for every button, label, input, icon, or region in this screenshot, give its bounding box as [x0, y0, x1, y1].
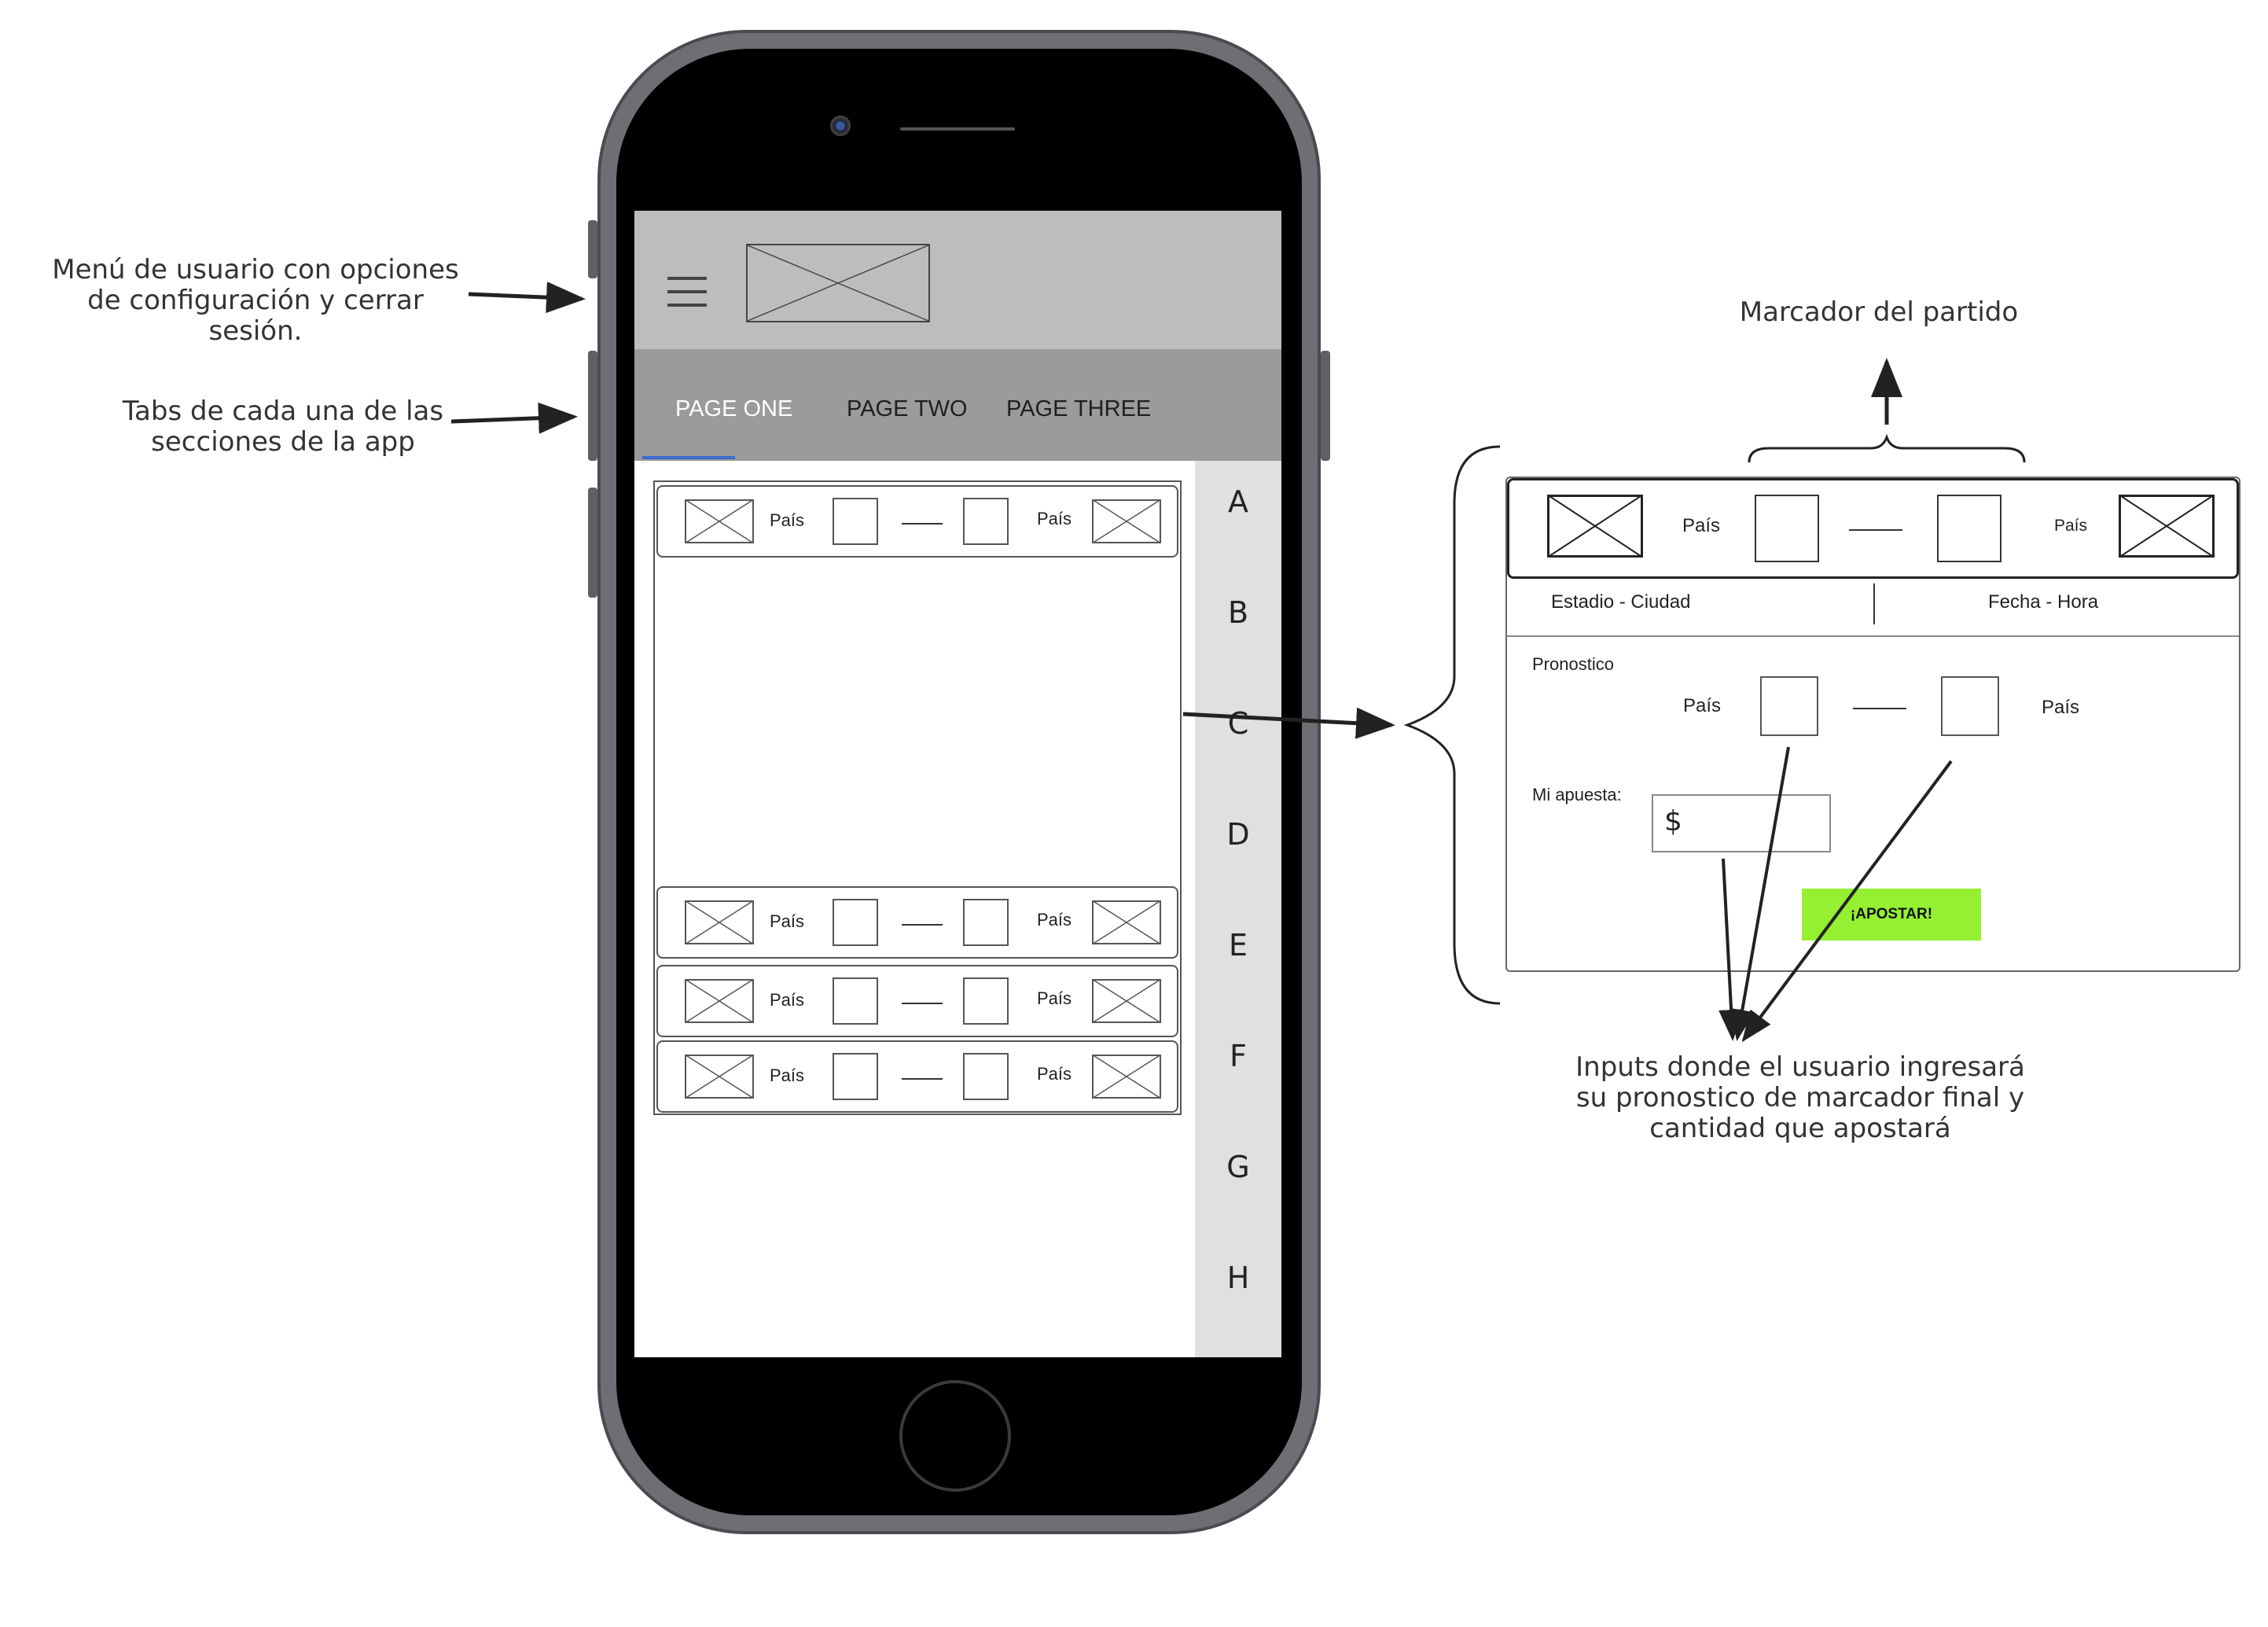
flag-placeholder-image	[685, 1055, 754, 1099]
flag-placeholder-image	[2119, 495, 2215, 558]
group-index-d[interactable]: D	[1226, 817, 1250, 852]
home-country-label: País	[770, 990, 805, 1010]
away-country-label: País	[1037, 1064, 1072, 1084]
away-country-label: País	[1037, 988, 1072, 1008]
match-detail-card: País País Estadio - Ciudad Fecha - Hora …	[1505, 477, 2240, 972]
home-country-label: País	[770, 911, 805, 931]
home-score-box[interactable]	[833, 498, 878, 545]
home-button[interactable]	[899, 1380, 1011, 1492]
detail-brace	[1403, 445, 1501, 1005]
flag-placeholder-image	[1092, 499, 1161, 543]
forecast-home-country: País	[1683, 695, 1722, 716]
group-index-c[interactable]: C	[1227, 706, 1249, 741]
forecast-home-score-input[interactable]	[1760, 676, 1818, 736]
match-row[interactable]: País País	[656, 1040, 1178, 1113]
camera-icon	[830, 116, 851, 136]
away-score-box[interactable]	[963, 1053, 1009, 1100]
match-row[interactable]: País País	[656, 886, 1178, 959]
hamburger-menu-icon[interactable]	[667, 277, 707, 307]
group-index-e[interactable]: E	[1228, 928, 1248, 963]
away-country-label: País	[1037, 509, 1072, 528]
phone-screen: PAGE ONE PAGE TWO PAGE THREE A B C D E F…	[634, 211, 1281, 1357]
home-score-box[interactable]	[833, 977, 878, 1025]
away-score-box[interactable]	[963, 899, 1009, 946]
flag-placeholder-image	[1547, 495, 1643, 558]
score-separator	[902, 1078, 943, 1080]
home-country-label: País	[1682, 515, 1721, 536]
flag-placeholder-image	[1092, 1055, 1161, 1099]
score-separator	[1853, 708, 1906, 709]
group-index-f[interactable]: F	[1230, 1039, 1247, 1073]
match-list: País País País País	[653, 480, 1182, 1115]
bet-amount-input[interactable]: $	[1652, 794, 1831, 852]
annotation-tabs: Tabs de cada una de las secciones de la …	[122, 396, 444, 458]
group-index-sidebar: A B C D E F G H	[1195, 461, 1281, 1357]
datetime-label: Fecha - Hora	[1988, 591, 2099, 613]
power-button	[1321, 351, 1330, 461]
annotation-user-menu: Menú de usuario con opciones de configur…	[52, 254, 459, 347]
home-score-box	[1755, 495, 1819, 562]
away-country-label: País	[2054, 517, 2088, 535]
speaker-grille	[900, 127, 1015, 131]
group-index-b[interactable]: B	[1227, 595, 1249, 630]
match-row[interactable]: País País	[656, 965, 1178, 1037]
away-score-box	[1937, 495, 2002, 562]
bet-label: Mi apuesta:	[1532, 785, 1622, 804]
forecast-away-score-input[interactable]	[1941, 676, 1999, 736]
score-separator	[902, 924, 943, 926]
info-divider	[1873, 583, 1875, 624]
home-country-label: País	[770, 1066, 805, 1085]
away-score-box[interactable]	[963, 977, 1009, 1025]
score-separator	[902, 523, 943, 525]
scoreboard-header: País País	[1507, 478, 2239, 579]
flag-placeholder-image	[1092, 900, 1161, 944]
home-score-box[interactable]	[833, 1053, 878, 1100]
tab-page-three[interactable]: PAGE THREE	[1006, 396, 1152, 421]
volume-button	[588, 351, 597, 461]
home-score-box[interactable]	[833, 899, 878, 946]
group-index-a[interactable]: A	[1228, 484, 1248, 519]
score-separator	[1849, 529, 1902, 531]
match-row[interactable]: País País	[656, 485, 1178, 558]
scoreboard-brace	[1748, 433, 2026, 463]
arrow-to-menu	[468, 282, 586, 314]
match-info-row: Estadio - Ciudad Fecha - Hora	[1507, 579, 2239, 637]
flag-placeholder-image	[685, 499, 754, 543]
logo-placeholder-image	[746, 244, 930, 322]
home-country-label: País	[770, 510, 805, 530]
forecast-label: Pronostico	[1532, 654, 1614, 674]
annotation-inputs: Inputs donde el usuario ingresará su pro…	[1575, 1051, 2025, 1144]
forecast-away-country: País	[2042, 697, 2080, 718]
venue-label: Estadio - Ciudad	[1551, 591, 1691, 613]
away-score-box[interactable]	[963, 498, 1009, 545]
annotation-scoreboard: Marcador del partido	[1739, 296, 2019, 328]
flag-placeholder-image	[1092, 979, 1161, 1023]
flag-placeholder-image	[685, 900, 754, 944]
tab-page-two[interactable]: PAGE TWO	[847, 396, 968, 421]
away-country-label: País	[1037, 910, 1072, 929]
tab-page-one[interactable]: PAGE ONE	[675, 396, 793, 421]
flag-placeholder-image	[685, 979, 754, 1023]
volume-button	[588, 220, 597, 278]
active-tab-indicator	[642, 456, 735, 459]
score-separator	[902, 1003, 943, 1004]
group-index-g[interactable]: G	[1226, 1150, 1250, 1184]
group-index-h[interactable]: H	[1226, 1261, 1250, 1295]
tab-bar: PAGE ONE PAGE TWO PAGE THREE	[634, 349, 1281, 461]
place-bet-button[interactable]: ¡APOSTAR!	[1802, 889, 1981, 940]
volume-button	[588, 488, 597, 598]
app-bar	[634, 211, 1281, 349]
arrow-to-tabs	[450, 402, 578, 434]
